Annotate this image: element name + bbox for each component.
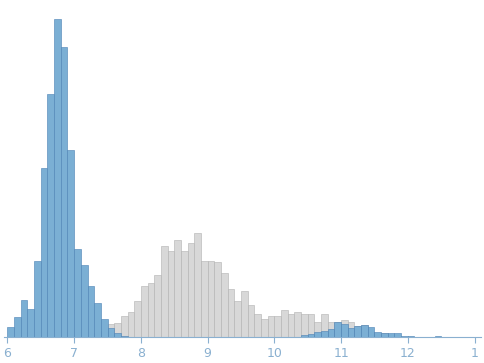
- Bar: [88, 286, 94, 337]
- Bar: [34, 261, 41, 337]
- Bar: [161, 246, 167, 337]
- Bar: [328, 329, 334, 337]
- Bar: [315, 322, 321, 337]
- Bar: [308, 314, 315, 337]
- Bar: [121, 316, 128, 337]
- Bar: [114, 333, 121, 337]
- Bar: [394, 333, 401, 337]
- Bar: [301, 314, 308, 337]
- Bar: [14, 317, 21, 337]
- Bar: [381, 333, 388, 337]
- Bar: [201, 261, 208, 337]
- Bar: [188, 243, 194, 337]
- Bar: [227, 289, 234, 337]
- Bar: [274, 316, 281, 337]
- Bar: [301, 335, 308, 337]
- Bar: [241, 291, 248, 337]
- Bar: [354, 326, 361, 337]
- Bar: [248, 305, 254, 337]
- Bar: [361, 325, 368, 337]
- Bar: [148, 283, 154, 337]
- Bar: [321, 331, 328, 337]
- Bar: [341, 324, 348, 337]
- Bar: [21, 299, 28, 337]
- Bar: [315, 332, 321, 337]
- Bar: [107, 324, 114, 337]
- Bar: [28, 309, 34, 337]
- Bar: [101, 331, 107, 337]
- Bar: [194, 233, 201, 337]
- Bar: [47, 94, 54, 337]
- Bar: [141, 286, 148, 337]
- Bar: [375, 332, 381, 337]
- Bar: [348, 327, 354, 337]
- Bar: [334, 322, 341, 337]
- Bar: [74, 249, 81, 337]
- Bar: [174, 240, 181, 337]
- Bar: [294, 312, 301, 337]
- Bar: [101, 319, 107, 337]
- Bar: [287, 314, 294, 337]
- Bar: [281, 310, 287, 337]
- Bar: [128, 312, 134, 337]
- Bar: [408, 336, 414, 337]
- Bar: [268, 316, 274, 337]
- Bar: [134, 301, 141, 337]
- Bar: [361, 325, 368, 337]
- Bar: [368, 327, 375, 337]
- Bar: [94, 333, 101, 337]
- Bar: [54, 19, 61, 337]
- Bar: [381, 333, 388, 337]
- Bar: [341, 320, 348, 337]
- Bar: [334, 322, 341, 337]
- Bar: [181, 251, 188, 337]
- Bar: [214, 262, 221, 337]
- Bar: [234, 301, 241, 337]
- Bar: [107, 329, 114, 337]
- Bar: [81, 265, 88, 337]
- Bar: [354, 326, 361, 337]
- Bar: [221, 273, 227, 337]
- Bar: [41, 167, 47, 337]
- Bar: [388, 333, 394, 337]
- Bar: [435, 336, 441, 337]
- Bar: [114, 323, 121, 337]
- Bar: [328, 322, 334, 337]
- Bar: [401, 336, 408, 337]
- Bar: [7, 327, 14, 337]
- Bar: [94, 303, 101, 337]
- Bar: [308, 334, 315, 337]
- Bar: [154, 276, 161, 337]
- Bar: [208, 261, 214, 337]
- Bar: [261, 319, 268, 337]
- Bar: [167, 251, 174, 337]
- Bar: [67, 150, 74, 337]
- Bar: [375, 334, 381, 337]
- Bar: [254, 314, 261, 337]
- Bar: [348, 322, 354, 337]
- Bar: [368, 332, 375, 337]
- Bar: [121, 336, 128, 337]
- Bar: [61, 46, 67, 337]
- Bar: [321, 314, 328, 337]
